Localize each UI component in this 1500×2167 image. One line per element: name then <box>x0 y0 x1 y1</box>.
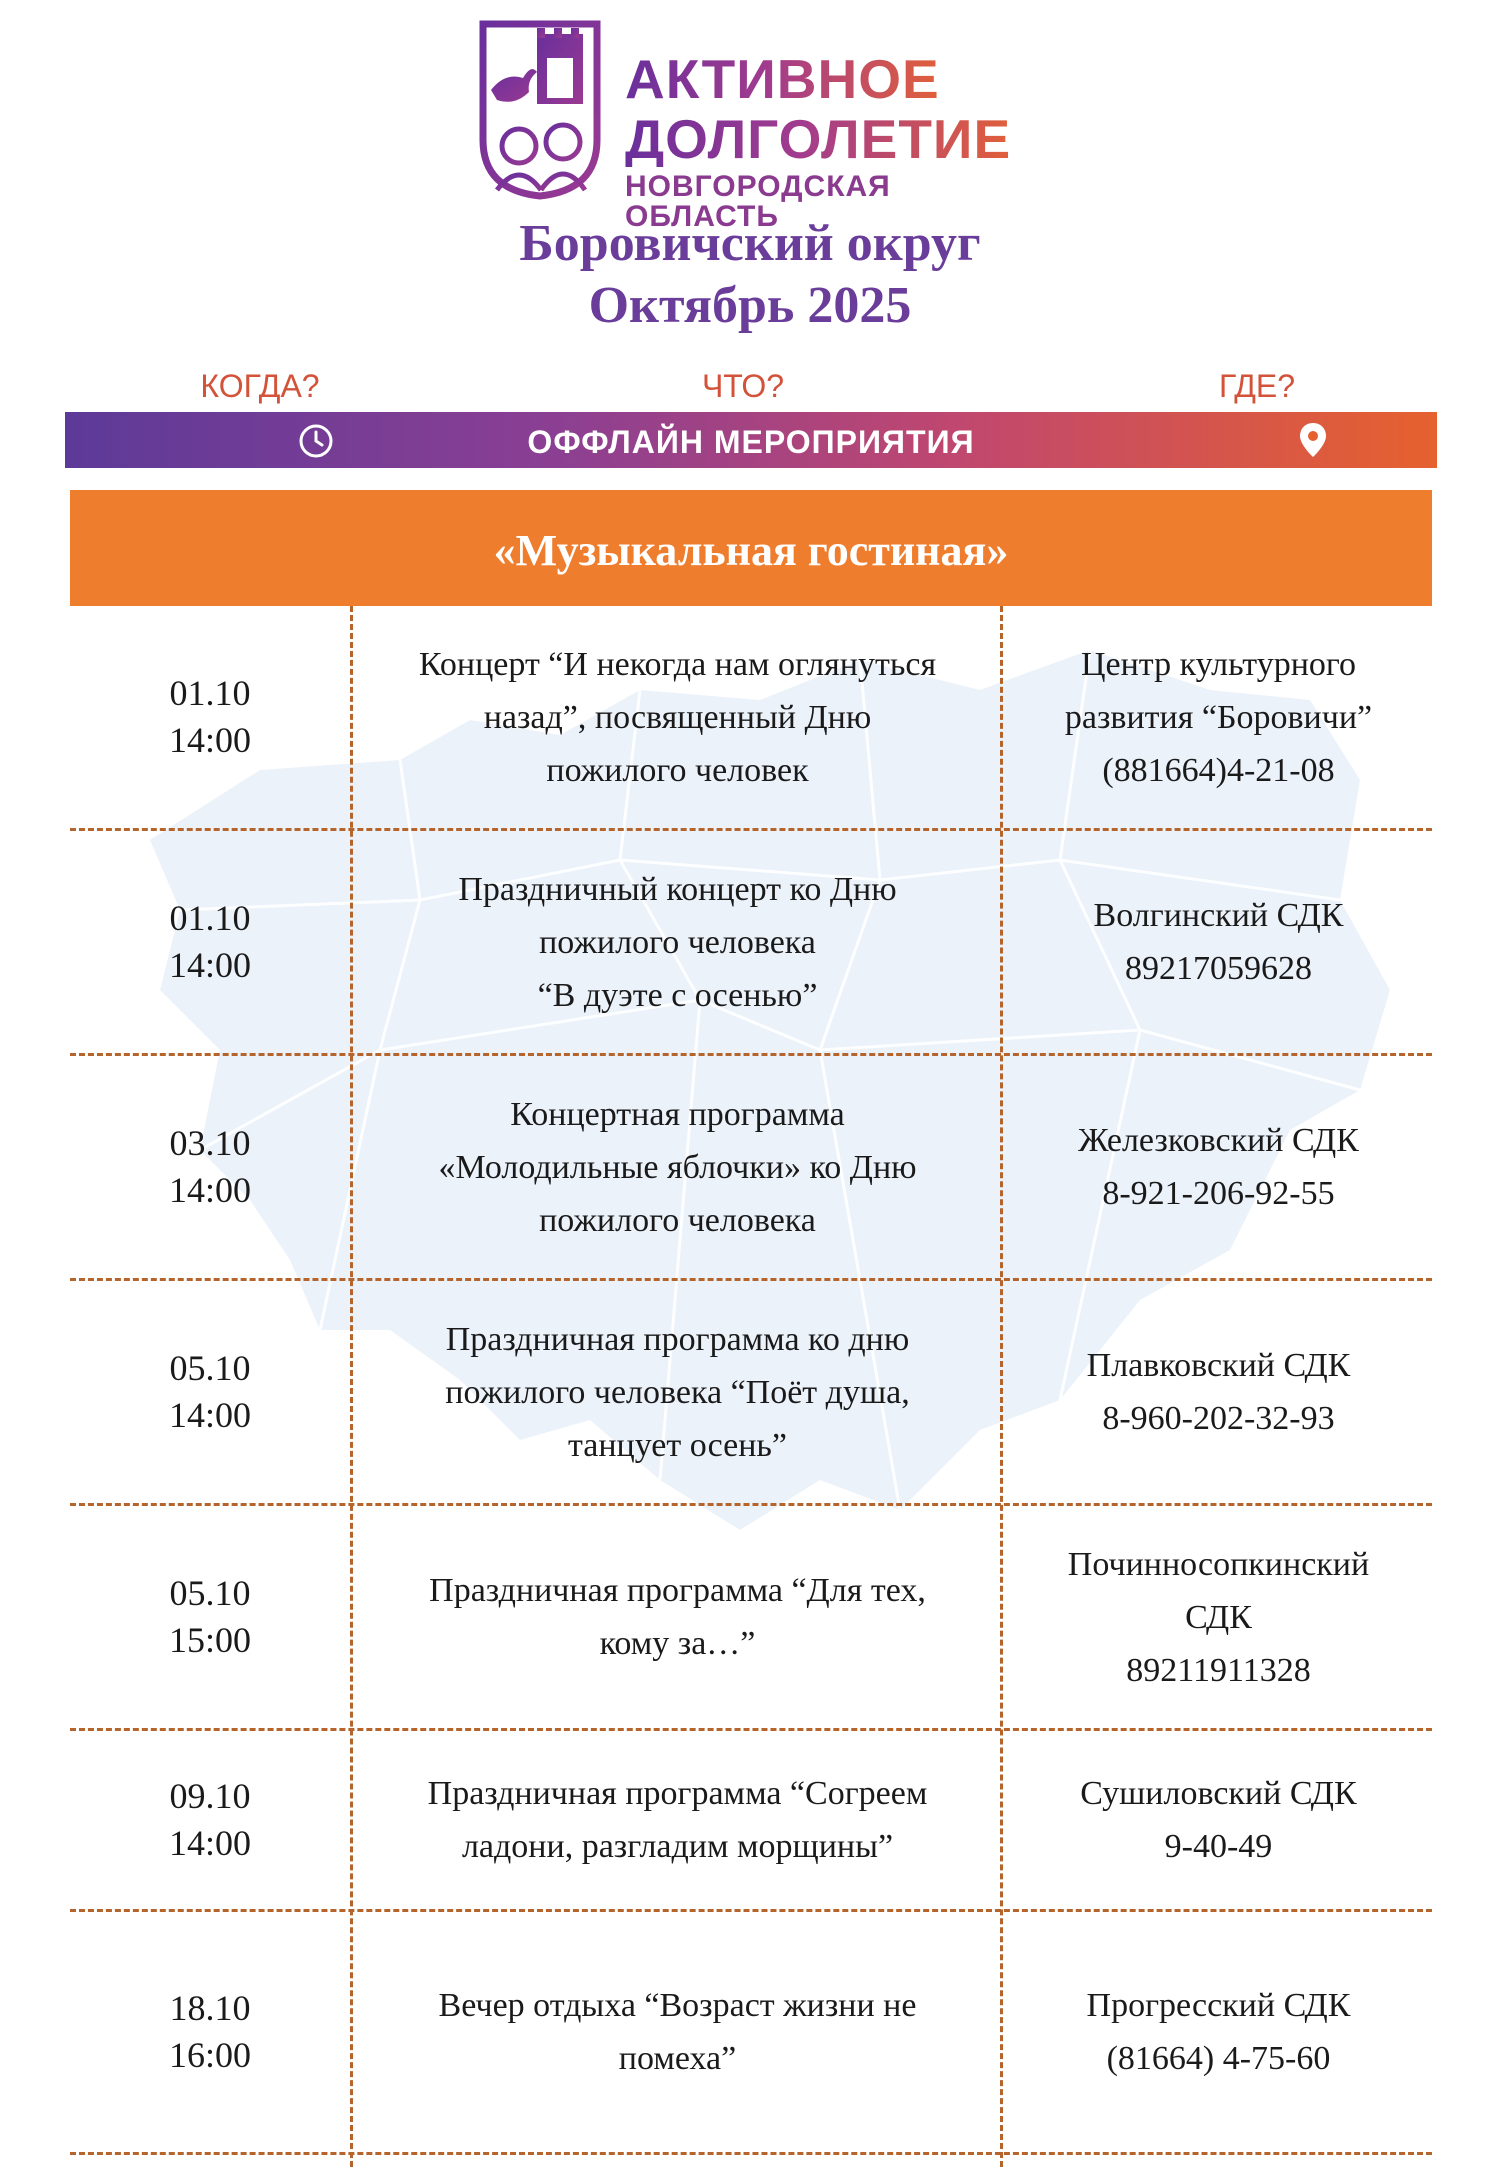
table-row: 01.10 14:00 Праздничный концерт ко Дню п… <box>70 831 1432 1056</box>
event-time: 14:00 <box>168 1395 251 1435</box>
table-row: 05.10 15:00 Праздничная программа “Для т… <box>70 1506 1432 1731</box>
offline-events-bar: ОФФЛАЙН МЕРОПРИЯТИЯ <box>65 412 1437 468</box>
event-title-text: Вечер отдыха “Возраст жизни не помеха” <box>438 1987 917 2077</box>
event-title: Праздничная программа “Согреем ладони, р… <box>355 1731 1000 1909</box>
event-title-text: Концертная программа «Молодильные яблочк… <box>438 1095 917 1239</box>
event-title: Праздничная программа ко дню пожилого че… <box>355 1281 1000 1503</box>
logo-title-line2: ДОЛГОЛЕТИЕ <box>625 108 1012 170</box>
event-datetime: 03.10 14:00 <box>70 1056 350 1278</box>
logo: АКТИВНОЕ ДОЛГОЛЕТИЕ НОВГОРОДСКАЯ ОБЛАСТЬ <box>475 20 1035 232</box>
event-venue-text: Плавковский СДК 8-960-202-32-93 <box>1086 1347 1351 1437</box>
event-time: 14:00 <box>168 720 251 760</box>
event-venue-text: Волгинский СДК 89217059628 <box>1093 897 1344 987</box>
event-time: 14:00 <box>168 945 251 985</box>
event-title-text: Праздничная программа ко дню пожилого че… <box>445 1320 910 1464</box>
event-date: 18.10 <box>169 1988 251 2028</box>
event-venue: Прогресский СДК (81664) 4-75-60 <box>1005 1912 1432 2152</box>
tower-bird-elderly-couple-emblem-icon <box>479 20 601 200</box>
event-venue-text: Починносопкинский СДК 89211911328 <box>1067 1545 1370 1689</box>
event-date: 01.10 <box>169 898 251 938</box>
section-title: «Музыкальная гостиная» <box>493 526 1009 575</box>
event-title: Концерт “И некогда нам оглянуться назад”… <box>355 606 1000 828</box>
event-date: 05.10 <box>169 1573 251 1613</box>
event-venue: Сушиловский СДК 9-40-49 <box>1005 1731 1432 1909</box>
map-pin-icon <box>1300 423 1326 457</box>
header-where-label: ГДЕ? <box>1219 368 1295 404</box>
event-venue: Центр культурного развития “Боровичи” (8… <box>1005 606 1432 828</box>
event-date: 01.10 <box>169 673 251 713</box>
event-time: 14:00 <box>168 1170 251 1210</box>
event-time: 15:00 <box>168 1620 251 1660</box>
event-time: 16:00 <box>168 2035 251 2075</box>
event-title-text: Праздничный концерт ко Дню пожилого чело… <box>458 870 897 1014</box>
clock-icon <box>299 424 333 458</box>
event-title-text: Концерт “И некогда нам оглянуться назад”… <box>418 645 937 789</box>
event-venue: Плавковский СДК 8-960-202-32-93 <box>1005 1281 1432 1503</box>
event-venue: Волгинский СДК 89217059628 <box>1005 831 1432 1053</box>
table-row: 01.10 14:00 Концерт “И некогда нам оглян… <box>70 606 1432 831</box>
event-datetime: 01.10 14:00 <box>70 606 350 828</box>
table-row: 09.10 14:00 Праздничная программа “Согре… <box>70 1731 1432 1912</box>
event-datetime: 09.10 14:00 <box>70 1731 350 1909</box>
table-row: 18.10 16:00 Вечер отдыха “Возраст жизни … <box>70 1912 1432 2155</box>
event-datetime: 05.10 14:00 <box>70 1281 350 1503</box>
event-venue-text: Центр культурного развития “Боровичи” (8… <box>1064 645 1373 789</box>
event-title-text: Праздничная программа “Для тех, кому за…… <box>429 1572 926 1662</box>
logo-title-line1: АКТИВНОЕ <box>625 48 940 110</box>
offline-events-label: ОФФЛАЙН МЕРОПРИЯТИЯ <box>527 424 975 460</box>
column-divider <box>350 606 353 2167</box>
event-datetime: 01.10 14:00 <box>70 831 350 1053</box>
logo-region: НОВГОРОДСКАЯ ОБЛАСТЬ <box>625 170 891 233</box>
section-header: «Музыкальная гостиная» <box>70 490 1432 606</box>
event-title: Праздничный концерт ко Дню пожилого чело… <box>355 831 1000 1053</box>
event-date: 09.10 <box>169 1776 251 1816</box>
month-title: Октябрь 2025 <box>588 277 912 334</box>
event-venue-text: Прогресский СДК (81664) 4-75-60 <box>1086 1987 1351 2077</box>
event-title: Вечер отдыха “Возраст жизни не помеха” <box>355 1912 1000 2152</box>
event-title: Праздничная программа “Для тех, кому за…… <box>355 1506 1000 1728</box>
event-title-text: Праздничная программа “Согреем ладони, р… <box>427 1775 928 1865</box>
event-datetime: 18.10 16:00 <box>70 1912 350 2152</box>
header-when-label: КОГДА? <box>200 368 320 404</box>
event-venue: Железковский СДК 8-921-206-92-55 <box>1005 1056 1432 1278</box>
district-title: Боровичский округ <box>519 215 981 272</box>
event-title: Концертная программа «Молодильные яблочк… <box>355 1056 1000 1278</box>
event-time: 14:00 <box>168 1823 251 1863</box>
table-row: 03.10 14:00 Концертная программа «Молоди… <box>70 1056 1432 1281</box>
header-what-label: ЧТО? <box>701 368 785 404</box>
events-table: 01.10 14:00 Концерт “И некогда нам оглян… <box>70 606 1432 2167</box>
column-divider <box>1000 606 1003 2167</box>
event-date: 03.10 <box>169 1123 251 1163</box>
event-venue-text: Железковский СДК 8-921-206-92-55 <box>1078 1122 1359 1212</box>
event-venue-text: Сушиловский СДК 9-40-49 <box>1080 1775 1357 1865</box>
table-row: 05.10 14:00 Праздничная программа ко дню… <box>70 1281 1432 1506</box>
page-title: Боровичский округ Октябрь 2025 <box>0 213 1500 337</box>
event-date: 05.10 <box>169 1348 251 1388</box>
event-datetime: 05.10 15:00 <box>70 1506 350 1728</box>
event-venue: Починносопкинский СДК 89211911328 <box>1005 1506 1432 1728</box>
